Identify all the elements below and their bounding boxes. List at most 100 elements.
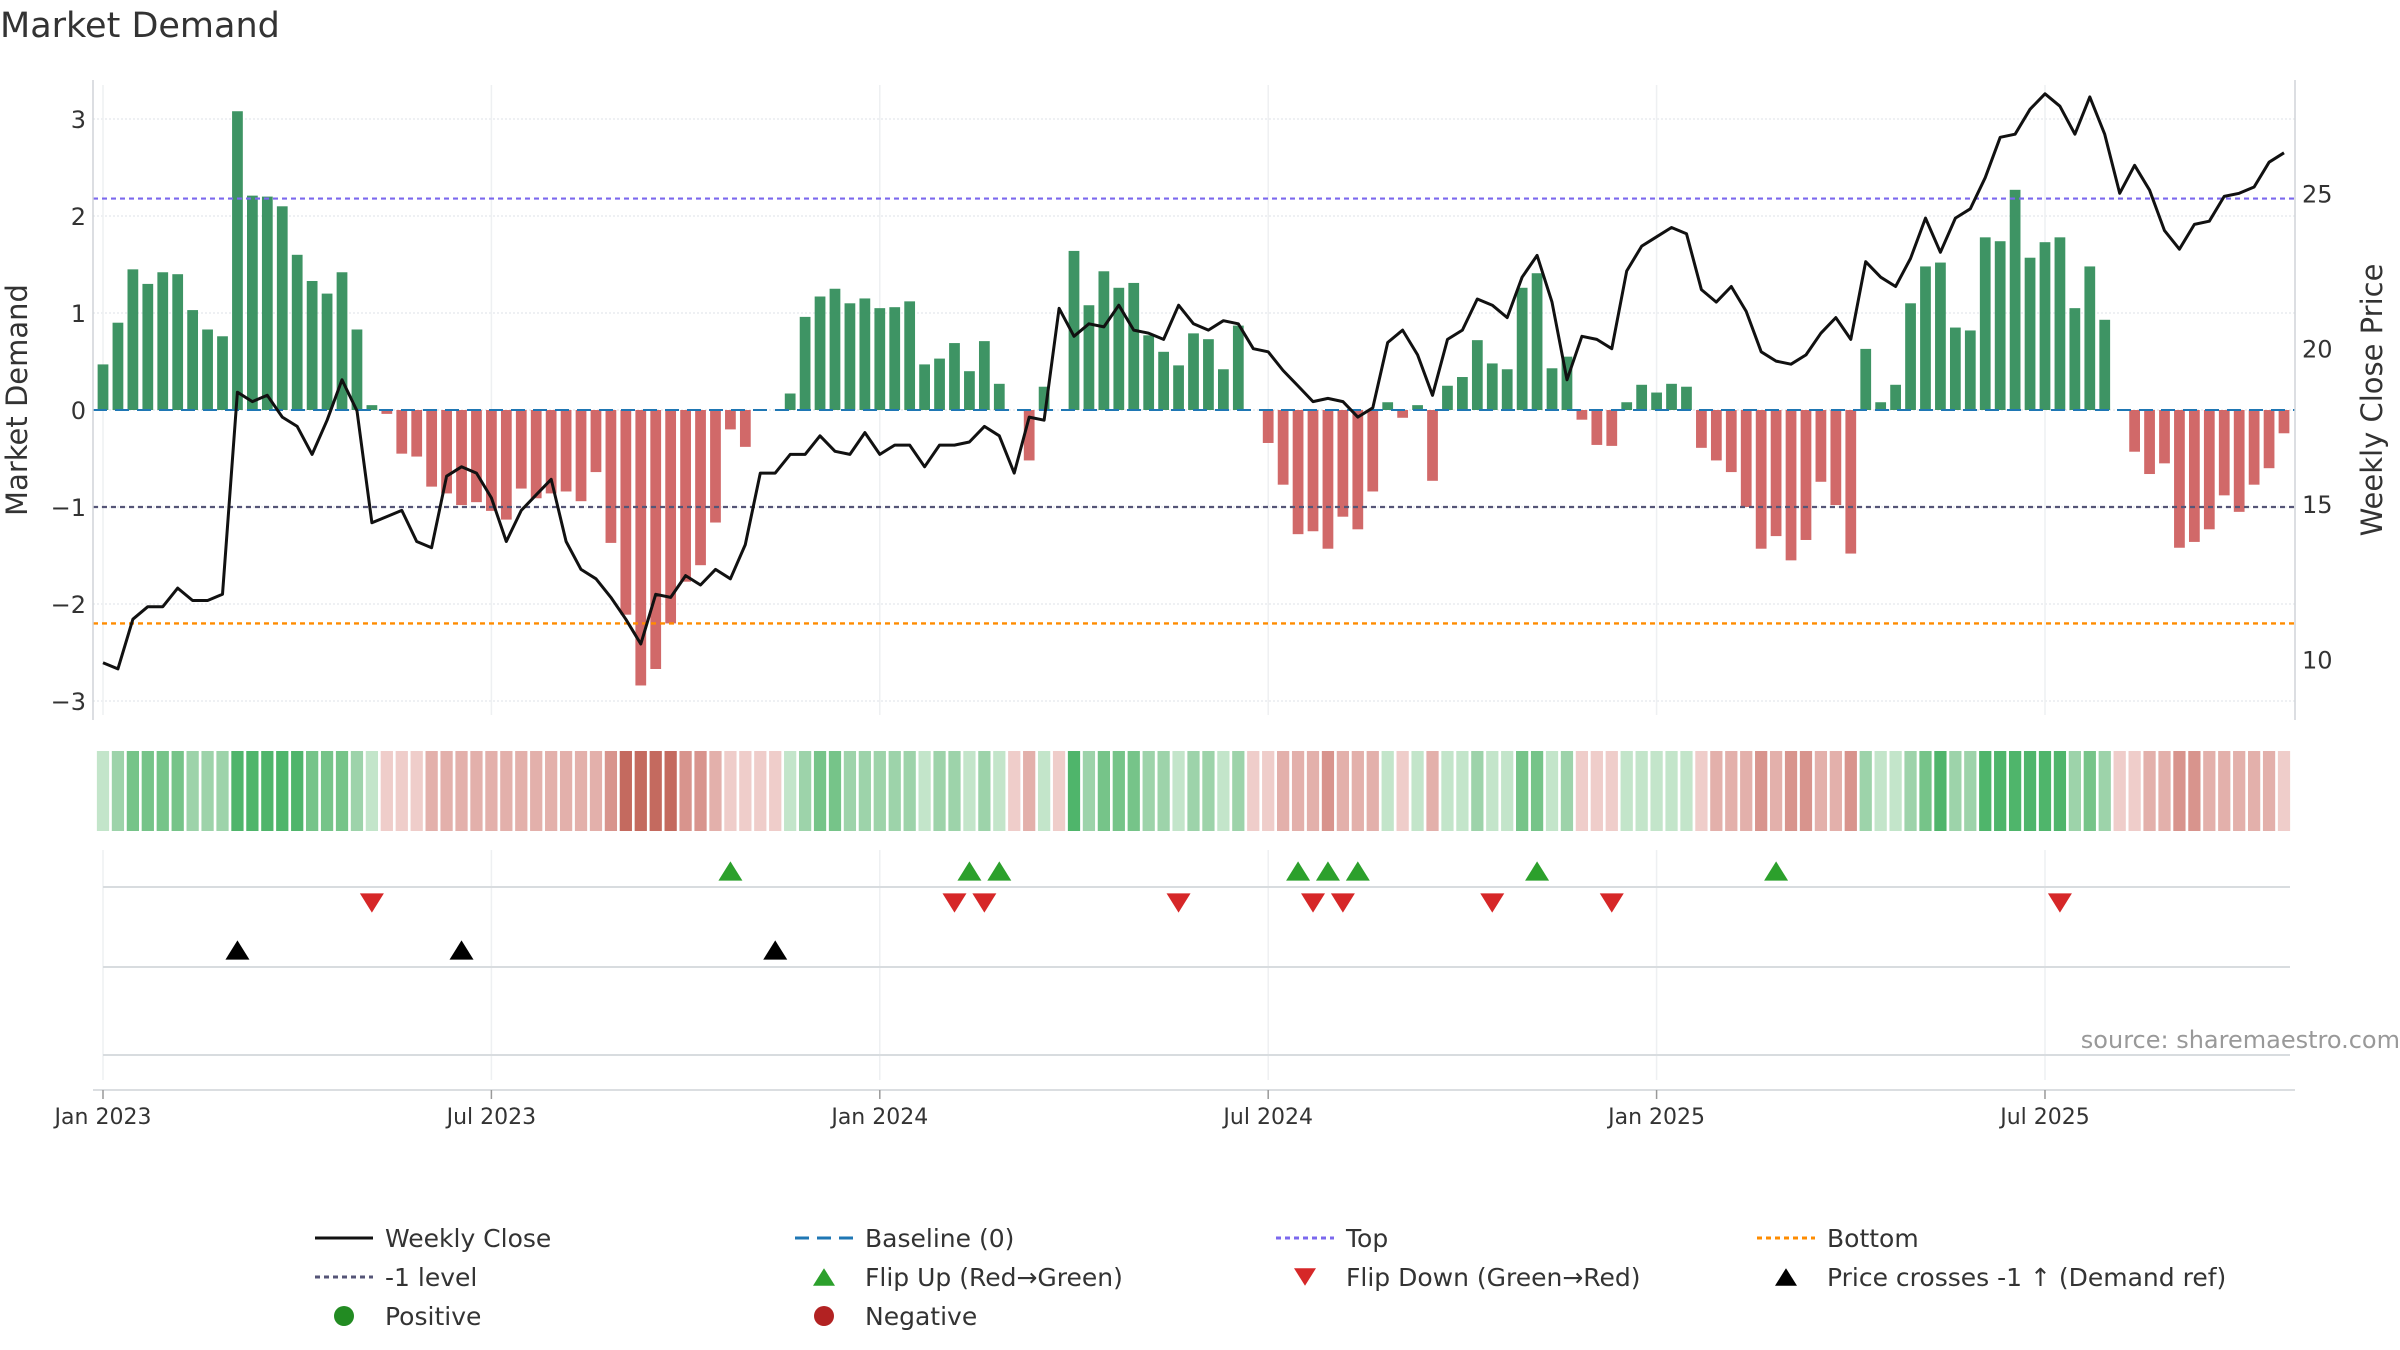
- flip-down-marker: [2047, 893, 2072, 913]
- legend-label: Positive: [385, 1302, 481, 1331]
- legend-label: Negative: [865, 1302, 977, 1331]
- heat-cell: [410, 751, 423, 831]
- demand-bar: [1173, 365, 1184, 410]
- heat-cell: [1306, 751, 1320, 831]
- flip-down-marker: [1301, 893, 1326, 913]
- weekly-close-line: [102, 92, 2285, 671]
- demand-bar: [1442, 385, 1453, 410]
- x-tick-label: Jan 2023: [53, 1105, 152, 1130]
- legend-label: Weekly Close: [385, 1224, 551, 1253]
- demand-bar: [1262, 410, 1274, 443]
- demand-bar: [366, 405, 378, 410]
- demand-bar: [1277, 410, 1289, 485]
- demand-bar: [1875, 402, 1887, 410]
- heat-cell: [1277, 751, 1290, 831]
- heat-cell: [1082, 751, 1096, 831]
- heat-cell: [1844, 751, 1857, 831]
- heat-cell: [1396, 751, 1409, 831]
- demand-bar: [1666, 383, 1677, 410]
- demand-bar: [710, 410, 721, 523]
- heat-cell: [1097, 751, 1110, 831]
- demand-bar: [2218, 410, 2230, 496]
- demand-bar: [530, 410, 542, 499]
- heat-cell: [1426, 751, 1439, 831]
- flip-up-marker: [1315, 861, 1340, 881]
- legend-item: Baseline (0): [795, 1224, 1014, 1253]
- legend-item: Flip Down (Green→Red): [1294, 1263, 1641, 1292]
- y-tick-label: 1: [71, 300, 86, 328]
- legend-swatch: [1294, 1268, 1316, 1286]
- demand-bar: [202, 329, 213, 410]
- heat-cell: [231, 751, 244, 831]
- y2-tick-label: 15: [2302, 491, 2333, 519]
- heat-cell: [1560, 751, 1574, 831]
- heat-cell: [993, 751, 1006, 831]
- heat-cell: [1142, 751, 1155, 831]
- heat-cell: [1874, 751, 1887, 831]
- heat-cell: [320, 751, 334, 831]
- x-axis: Jan 2023 Jul 2023 Jan 2024 Jul 2024 Jan 2025…: [53, 1089, 2295, 1130]
- demand-bar: [112, 322, 124, 410]
- heat-cell: [619, 751, 632, 831]
- legend-swatch: [1775, 1268, 1797, 1286]
- legend-item: Top: [1276, 1224, 1388, 1253]
- y-tick-label: −3: [51, 688, 86, 716]
- flip-up-marker: [1286, 861, 1311, 881]
- heat-cell: [649, 751, 662, 831]
- heat-cell: [1037, 751, 1051, 831]
- demand-bar: [2174, 410, 2185, 548]
- heat-cell: [291, 751, 304, 831]
- demand-bar: [1307, 410, 1319, 532]
- heat-cell: [2083, 751, 2096, 831]
- demand-bar: [1516, 287, 1528, 410]
- x-tick-label: Jul 2024: [1221, 1105, 1313, 1130]
- legend-label: -1 level: [385, 1263, 477, 1292]
- demand-bar: [844, 303, 856, 410]
- demand-bar: [1905, 303, 1916, 410]
- heat-cell: [963, 751, 976, 831]
- demand-bar: [1740, 410, 1752, 507]
- heat-cell: [1545, 751, 1559, 831]
- heat-cell: [694, 751, 707, 831]
- demand-bar: [411, 410, 423, 457]
- heat-cell: [709, 751, 722, 831]
- heat-cell: [1351, 751, 1364, 831]
- demand-bar: [2099, 319, 2111, 410]
- heat-cell: [2188, 751, 2201, 831]
- demand-bar: [1606, 410, 1618, 446]
- demand-bar: [321, 293, 333, 410]
- demand-bar: [799, 316, 811, 410]
- demand-bar: [1098, 271, 1110, 410]
- demand-heat-strip: [96, 751, 2291, 831]
- demand-bar: [1352, 410, 1364, 530]
- demand-bar: [1576, 410, 1588, 420]
- heat-cell: [1620, 751, 1633, 831]
- demand-bar: [97, 364, 109, 410]
- demand-bar: [247, 195, 258, 410]
- demand-bar: [1188, 333, 1199, 410]
- flip-up-marker: [1525, 861, 1550, 881]
- heat-cell: [350, 751, 364, 831]
- demand-bar: [1561, 356, 1573, 410]
- heat-cell: [1112, 751, 1125, 831]
- heat-cell: [425, 751, 438, 831]
- demand-bar: [2039, 242, 2051, 410]
- legend-label: Flip Down (Green→Red): [1346, 1263, 1641, 1292]
- heat-cell: [1127, 751, 1140, 831]
- heat-cell: [843, 751, 857, 831]
- demand-bar: [1322, 410, 1334, 549]
- heat-cell: [1247, 751, 1260, 831]
- heat-cell: [500, 751, 513, 831]
- legend: Weekly Close Baseline (0) Top Bottom -1 leve…: [315, 1224, 2226, 1331]
- demand-bar: [949, 343, 960, 410]
- demand-bar: [620, 410, 632, 615]
- heat-cell: [530, 751, 543, 831]
- weekly-close-polyline: [102, 92, 2285, 671]
- demand-bar: [829, 288, 841, 410]
- heat-cell: [1291, 751, 1305, 831]
- legend-item: Flip Up (Red→Green): [813, 1263, 1123, 1292]
- heat-cell: [858, 751, 871, 831]
- heat-cell: [1934, 751, 1947, 831]
- heat-cell: [1859, 751, 1872, 831]
- legend-item: Weekly Close: [315, 1224, 551, 1253]
